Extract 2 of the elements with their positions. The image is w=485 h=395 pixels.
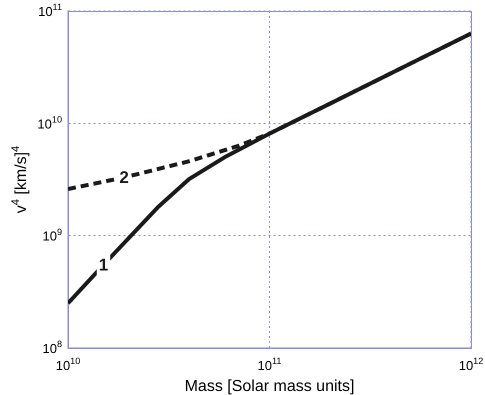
x-axis-title: Mass [Solar mass units] [184, 378, 354, 395]
y-axis-title: v4 [km/s]4 [10, 146, 30, 214]
